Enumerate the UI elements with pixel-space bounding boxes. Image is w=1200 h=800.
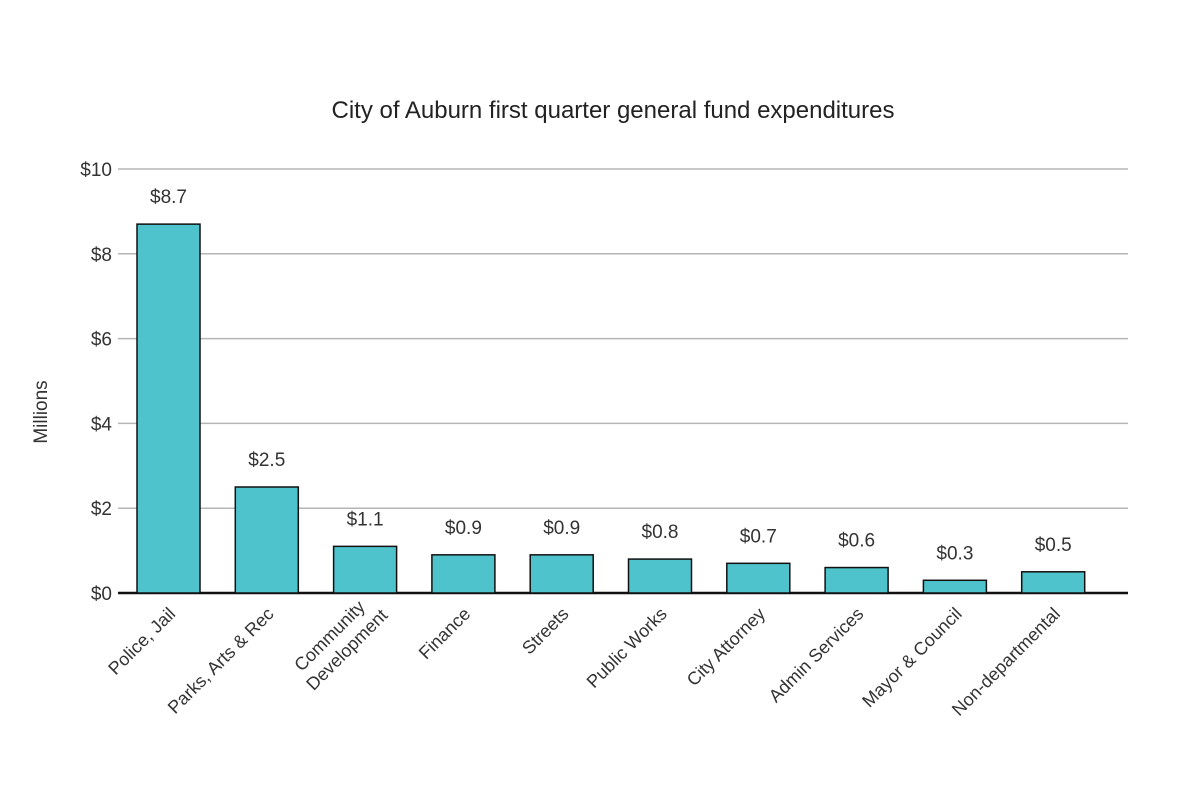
data-label: $0.8 xyxy=(642,522,679,543)
y-axis-label: Millions xyxy=(31,380,52,443)
x-tick-label: City Attorney xyxy=(683,604,769,690)
bar xyxy=(726,562,791,594)
data-label: $0.9 xyxy=(543,518,580,539)
bar xyxy=(1020,571,1086,594)
y-tick-label: $4 xyxy=(91,414,113,435)
bar xyxy=(431,554,496,594)
y-tick-label: $8 xyxy=(91,245,112,266)
data-label: $1.1 xyxy=(347,509,384,530)
data-label: $0.7 xyxy=(740,526,777,547)
y-tick-label: $10 xyxy=(80,160,112,181)
bar xyxy=(627,558,693,594)
data-label: $0.6 xyxy=(838,531,875,552)
data-label: $0.5 xyxy=(1035,535,1072,556)
y-tick-label: $0 xyxy=(91,584,112,605)
x-tick-label: Streets xyxy=(518,604,572,658)
bar xyxy=(234,486,300,594)
x-tick-label: Admin Services xyxy=(765,604,868,707)
chart-title: City of Auburn first quarter general fun… xyxy=(332,97,895,124)
data-label: $0.9 xyxy=(445,518,482,539)
bar xyxy=(824,566,889,594)
bar xyxy=(922,579,988,594)
data-label: $0.3 xyxy=(936,543,973,564)
x-tick-label: Public Works xyxy=(583,604,671,692)
x-tick-label: Non-departmental xyxy=(948,604,1064,720)
x-tick-label: Police, Jail xyxy=(104,604,179,679)
bar xyxy=(529,554,594,594)
data-label: $2.5 xyxy=(248,450,285,471)
x-tick-label: Finance xyxy=(415,604,474,663)
x-tick-label: Parks, Arts & Rec xyxy=(164,604,278,718)
x-tick-label: CommunityDevelopment xyxy=(287,590,392,695)
bar xyxy=(136,223,201,594)
bar xyxy=(332,545,398,594)
y-tick-label: $6 xyxy=(91,330,112,351)
y-tick-label: $2 xyxy=(91,499,112,520)
data-label: $8.7 xyxy=(150,187,187,208)
x-tick-label: Mayor & Council xyxy=(858,604,966,712)
